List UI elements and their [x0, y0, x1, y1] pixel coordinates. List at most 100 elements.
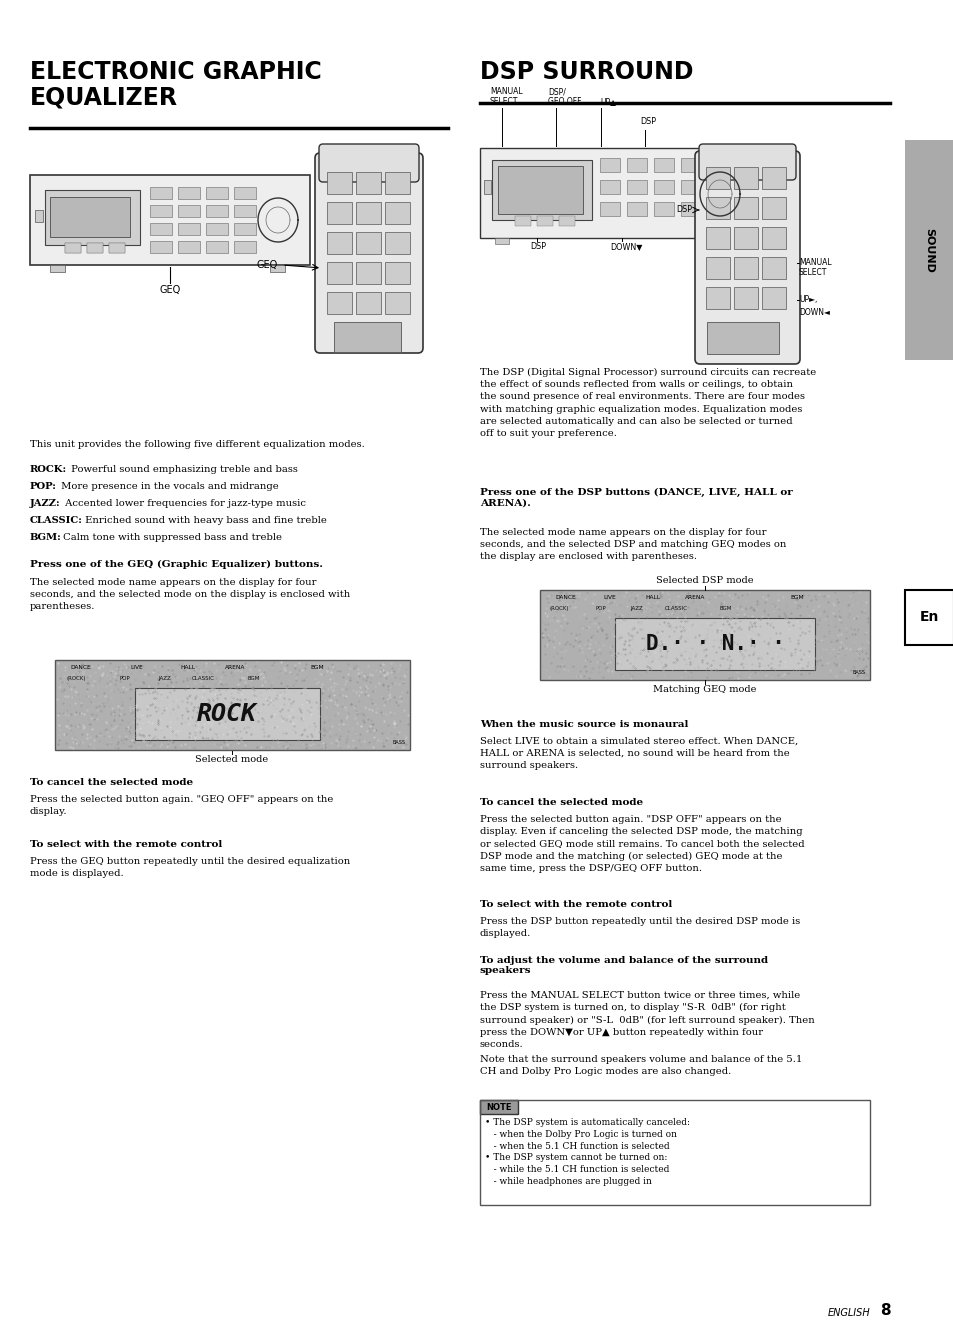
Bar	[135, 688, 319, 739]
Bar	[178, 205, 200, 217]
FancyBboxPatch shape	[355, 293, 380, 314]
Text: Press the DSP button repeatedly until the desired DSP mode is
displayed.: Press the DSP button repeatedly until th…	[479, 917, 800, 938]
Bar	[150, 187, 172, 199]
Bar	[150, 205, 172, 217]
FancyBboxPatch shape	[761, 287, 785, 309]
Text: The selected mode name appears on the display for four
seconds, and the selected: The selected mode name appears on the di…	[479, 527, 785, 561]
Text: JAZZ:: JAZZ:	[30, 499, 61, 509]
Bar	[35, 209, 43, 221]
Text: MANUAL
SELECT: MANUAL SELECT	[799, 258, 831, 276]
Text: Note that the surround speakers volume and balance of the 5.1
CH and Dolby Pro L: Note that the surround speakers volume a…	[479, 1055, 801, 1076]
Text: To select with the remote control: To select with the remote control	[479, 900, 672, 909]
FancyBboxPatch shape	[761, 166, 785, 189]
Text: SOUND: SOUND	[923, 228, 933, 272]
Bar	[65, 243, 81, 254]
Bar	[704, 238, 719, 244]
Bar	[626, 203, 646, 216]
Text: Press the selected button again. "DSP OFF" appears on the
display. Even if cance: Press the selected button again. "DSP OF…	[479, 815, 803, 872]
Text: Press the MANUAL SELECT button twice or three times, while
the DSP system is tur: Press the MANUAL SELECT button twice or …	[479, 990, 814, 1049]
Text: ROCK:: ROCK:	[30, 464, 67, 474]
Text: UP▲: UP▲	[599, 97, 616, 106]
Text: Press the selected button again. "GEQ OFF" appears on the
display.: Press the selected button again. "GEQ OF…	[30, 794, 333, 816]
Bar	[87, 243, 103, 254]
Bar	[206, 187, 228, 199]
Text: HALL: HALL	[644, 595, 659, 600]
FancyBboxPatch shape	[334, 322, 400, 352]
Text: GEQ: GEQ	[256, 260, 277, 270]
Bar	[492, 160, 592, 220]
Text: ROCK: ROCK	[196, 702, 256, 726]
Bar	[654, 180, 673, 195]
FancyBboxPatch shape	[761, 258, 785, 279]
Text: BGM: BGM	[310, 666, 323, 670]
Bar	[206, 205, 228, 217]
Bar	[479, 1100, 517, 1114]
Text: Select LIVE to obtain a simulated stereo effect. When DANCE,
HALL or ARENA is se: Select LIVE to obtain a simulated stereo…	[479, 737, 798, 770]
Bar	[483, 180, 491, 195]
FancyBboxPatch shape	[733, 258, 758, 279]
Bar	[680, 203, 700, 216]
Text: To adjust the volume and balance of the surround
speakers: To adjust the volume and balance of the …	[479, 956, 767, 976]
Bar	[206, 223, 228, 235]
Text: BASS: BASS	[852, 670, 865, 675]
FancyBboxPatch shape	[355, 203, 380, 224]
Text: UP►,: UP►,	[799, 295, 817, 305]
Text: JAZZ: JAZZ	[158, 676, 171, 680]
Text: HALL: HALL	[180, 666, 194, 670]
Text: Powerful sound emphasizing treble and bass: Powerful sound emphasizing treble and ba…	[68, 464, 297, 474]
Bar	[495, 238, 509, 244]
FancyBboxPatch shape	[733, 287, 758, 309]
Bar	[150, 223, 172, 235]
FancyBboxPatch shape	[706, 322, 779, 354]
Text: Enriched sound with heavy bass and fine treble: Enriched sound with heavy bass and fine …	[82, 517, 327, 525]
Bar	[680, 158, 700, 172]
FancyBboxPatch shape	[327, 262, 352, 285]
FancyBboxPatch shape	[733, 227, 758, 250]
FancyBboxPatch shape	[705, 227, 729, 250]
FancyBboxPatch shape	[327, 232, 352, 254]
Text: DOWN◄: DOWN◄	[799, 309, 829, 317]
Text: DOWN▼: DOWN▼	[609, 242, 641, 251]
Bar	[178, 242, 200, 254]
FancyBboxPatch shape	[327, 293, 352, 314]
Bar	[109, 243, 125, 254]
Text: BGM: BGM	[720, 607, 732, 611]
Text: • The DSP system is automatically canceled:
   - when the Dolby Pro Logic is tur: • The DSP system is automatically cancel…	[484, 1118, 689, 1186]
Text: To cancel the selected mode: To cancel the selected mode	[30, 778, 193, 786]
Bar	[626, 180, 646, 195]
Bar	[233, 205, 255, 217]
Bar	[87, 243, 103, 254]
FancyBboxPatch shape	[385, 203, 410, 224]
Bar	[537, 216, 553, 225]
Bar	[904, 590, 953, 646]
FancyBboxPatch shape	[355, 172, 380, 195]
FancyBboxPatch shape	[695, 152, 800, 364]
Bar	[233, 187, 255, 199]
FancyBboxPatch shape	[385, 232, 410, 254]
Bar	[30, 174, 310, 264]
Text: To cancel the selected mode: To cancel the selected mode	[479, 798, 642, 807]
Bar	[206, 242, 228, 254]
Text: (ROCK): (ROCK)	[550, 607, 569, 611]
FancyBboxPatch shape	[314, 153, 422, 353]
Text: DANCE: DANCE	[70, 666, 91, 670]
Bar	[50, 197, 130, 238]
FancyBboxPatch shape	[385, 293, 410, 314]
Bar	[904, 140, 953, 360]
Text: BGM:: BGM:	[30, 533, 62, 542]
Bar	[599, 158, 619, 172]
Text: MANUAL
SELECT: MANUAL SELECT	[490, 87, 522, 106]
Bar	[65, 243, 81, 254]
Text: More presence in the vocals and midrange: More presence in the vocals and midrange	[58, 482, 278, 491]
FancyBboxPatch shape	[761, 227, 785, 250]
Text: When the music source is monaural: When the music source is monaural	[479, 721, 688, 729]
Text: CLASSIC: CLASSIC	[192, 676, 214, 680]
FancyBboxPatch shape	[327, 203, 352, 224]
Text: NOTE: NOTE	[486, 1103, 511, 1111]
Text: BGM: BGM	[789, 595, 802, 600]
Text: Press the GEQ button repeatedly until the desired equalization
mode is displayed: Press the GEQ button repeatedly until th…	[30, 858, 350, 878]
Text: POP:: POP:	[30, 482, 57, 491]
FancyBboxPatch shape	[705, 166, 729, 189]
Text: Press one of the DSP buttons (DANCE, LIVE, HALL or
ARENA).: Press one of the DSP buttons (DANCE, LIV…	[479, 488, 792, 507]
Text: 8: 8	[879, 1303, 890, 1318]
